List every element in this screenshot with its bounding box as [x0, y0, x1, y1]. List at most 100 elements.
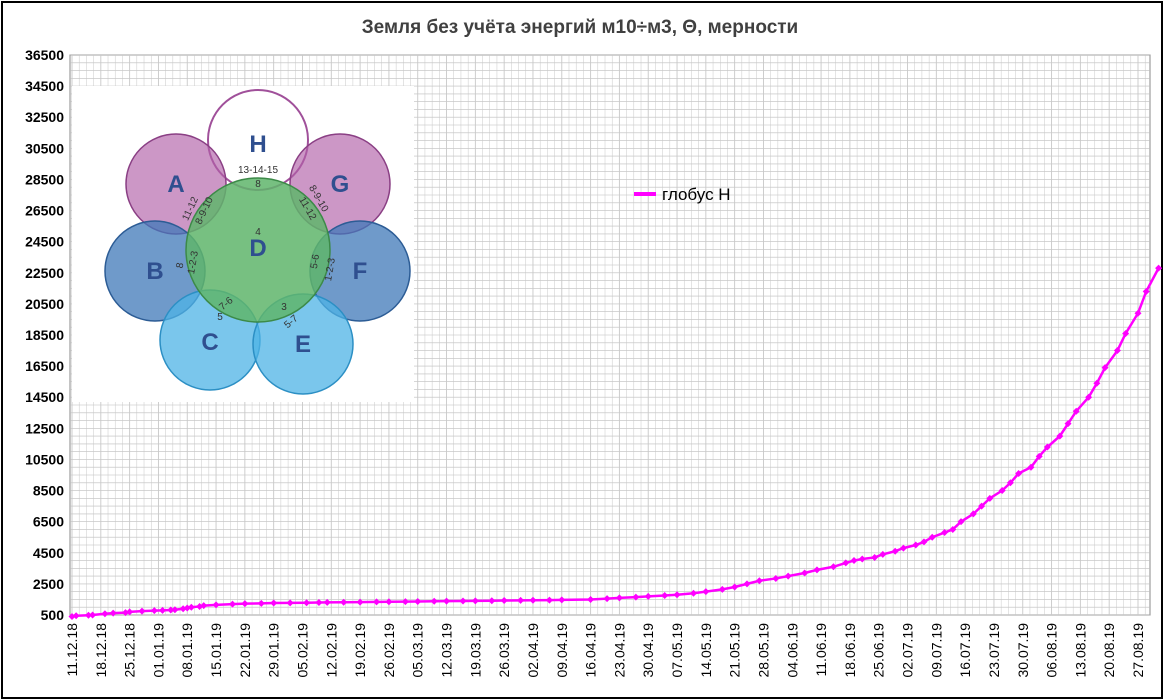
- series-point: [229, 600, 237, 608]
- x-tick-label: 11.12.18: [64, 623, 80, 677]
- series-point: [969, 510, 977, 518]
- x-tick-label: 11.06.19: [813, 623, 829, 677]
- series-point: [1072, 407, 1080, 415]
- x-tick-label: 27.08.19: [1130, 623, 1146, 678]
- x-tick-label: 25.06.19: [871, 623, 887, 678]
- series-point: [587, 595, 595, 603]
- series-point: [673, 591, 681, 599]
- series-point: [126, 608, 134, 616]
- series-point: [303, 599, 311, 607]
- series-point: [159, 606, 167, 614]
- series-point: [545, 596, 553, 604]
- series-point: [899, 544, 907, 552]
- label-b-inner2: 1-2-3: [186, 250, 201, 275]
- label-f-inner2: 1-2-3: [323, 257, 338, 282]
- x-tick-label: 16.07.19: [957, 623, 973, 678]
- letter-f: F: [353, 258, 368, 285]
- y-tick-label: 36500: [25, 47, 64, 63]
- series-point: [356, 598, 364, 606]
- x-tick-label: 09.04.19: [554, 623, 570, 678]
- series-point: [1006, 479, 1014, 487]
- y-tick-label: 18500: [25, 327, 64, 343]
- series-point: [1122, 329, 1130, 337]
- series-point: [801, 569, 809, 577]
- x-tick-label: 12.02.19: [323, 623, 339, 678]
- y-tick-label: 16500: [25, 358, 64, 374]
- x-tick-label: 05.03.19: [410, 623, 426, 678]
- series-point: [743, 580, 751, 588]
- series-point: [1134, 309, 1142, 317]
- series-point: [286, 599, 294, 607]
- y-tick-label: 500: [41, 607, 65, 623]
- series-point: [784, 572, 792, 580]
- series-point: [986, 494, 994, 502]
- x-tick-label: 07.05.19: [669, 623, 685, 678]
- series-point: [829, 563, 837, 571]
- series-point: [101, 610, 109, 618]
- label-c-inner2: 5: [217, 312, 223, 323]
- y-tick-label: 20500: [25, 296, 64, 312]
- series-point: [661, 592, 669, 600]
- x-tick-label: 25.12.18: [122, 623, 138, 678]
- series-point: [920, 538, 928, 546]
- x-tick-label: 02.04.19: [525, 623, 541, 678]
- x-tick-label: 30.07.19: [1015, 623, 1031, 678]
- x-tick-label: 02.07.19: [900, 623, 916, 678]
- legend-label: глобус Н: [662, 185, 731, 204]
- x-tick-label: 06.08.19: [1044, 623, 1060, 678]
- x-tick-label: 14.05.19: [698, 623, 714, 678]
- letter-c: C: [201, 329, 218, 356]
- x-tick-label: 28.05.19: [755, 623, 771, 678]
- series-point: [1113, 347, 1121, 355]
- y-tick-label: 6500: [33, 514, 64, 530]
- letter-e: E: [295, 331, 311, 358]
- series-point: [187, 603, 195, 611]
- series-point: [850, 557, 858, 565]
- series-point: [1043, 443, 1051, 451]
- letter-g: G: [331, 171, 350, 198]
- series-line: [71, 267, 1160, 618]
- series-point: [1101, 364, 1109, 372]
- series-point: [122, 609, 130, 617]
- y-tick-label: 30500: [25, 140, 64, 156]
- x-tick-label: 08.01.19: [179, 623, 195, 678]
- series-point: [1035, 452, 1043, 460]
- series-point: [200, 602, 208, 610]
- x-tick-label: 29.01.19: [266, 623, 282, 678]
- series-point: [632, 593, 640, 601]
- series-point: [842, 559, 850, 567]
- series-point: [912, 541, 920, 549]
- legend: глобус Н: [634, 185, 731, 204]
- x-tick-label: 23.04.19: [611, 623, 627, 678]
- series-point: [1056, 432, 1064, 440]
- x-tick-label: 01.01.19: [150, 623, 166, 678]
- series-point: [517, 596, 525, 604]
- series-point: [500, 597, 508, 605]
- series-point: [891, 547, 899, 555]
- series-point: [615, 594, 623, 602]
- y-tick-label: 10500: [25, 451, 64, 467]
- series-layer: [68, 264, 1163, 621]
- series-point: [731, 583, 739, 591]
- y-axis-ticks: 500 2500 4500 6500 8500 10500 12500 14500 16500 1…: [25, 47, 64, 623]
- series-point: [340, 598, 348, 606]
- series-point: [315, 599, 323, 607]
- series-point: [270, 599, 278, 607]
- series-point: [871, 553, 879, 561]
- series-point: [1015, 469, 1023, 477]
- x-tick-label: 26.02.19: [381, 623, 397, 678]
- series-point: [72, 612, 80, 620]
- series-point: [385, 598, 393, 606]
- label-e-inner1: 3: [281, 302, 287, 313]
- series-point: [89, 611, 97, 619]
- series-point: [978, 502, 986, 510]
- series-point: [558, 596, 566, 604]
- circle-d: [185, 177, 331, 323]
- y-tick-label: 8500: [33, 483, 64, 499]
- x-tick-label: 19.02.19: [352, 623, 368, 678]
- y-tick-label: 4500: [33, 545, 64, 561]
- series-point: [858, 555, 866, 563]
- series-point: [323, 598, 331, 606]
- series-point: [167, 606, 175, 614]
- x-tick-label: 22.01.19: [237, 623, 253, 678]
